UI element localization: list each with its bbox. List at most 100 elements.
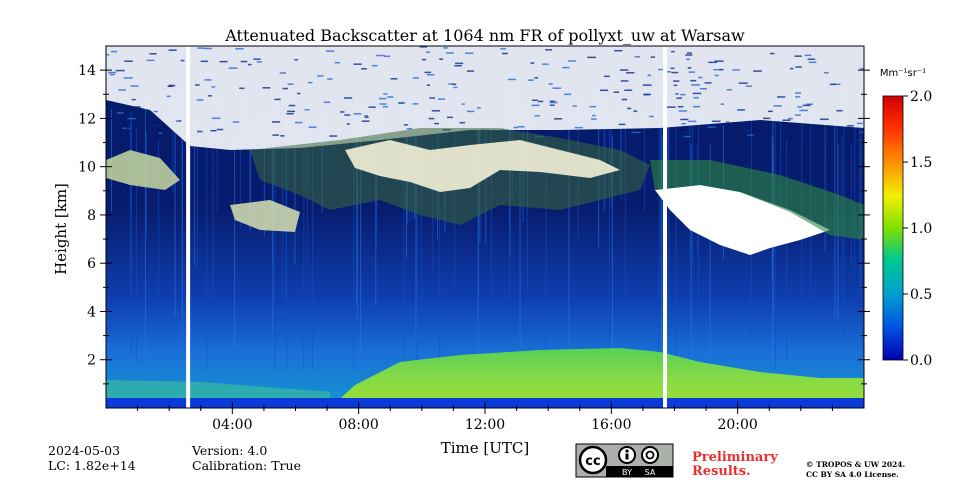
noise-dot bbox=[282, 87, 289, 90]
noise-dot bbox=[549, 104, 555, 107]
noise-dot bbox=[443, 47, 448, 49]
noise-dot bbox=[454, 64, 462, 67]
noise-dot bbox=[562, 66, 570, 69]
noise-dot bbox=[110, 50, 118, 53]
noise-dot bbox=[167, 85, 174, 88]
noise-dot bbox=[125, 127, 129, 130]
noise-dot bbox=[745, 85, 752, 87]
noise-dot bbox=[829, 83, 836, 86]
noise-dot bbox=[287, 110, 296, 113]
noise-dot bbox=[387, 96, 394, 98]
noise-dot bbox=[123, 77, 133, 79]
noise-dot bbox=[745, 129, 752, 132]
noise-dot bbox=[361, 68, 367, 70]
noise-dot bbox=[286, 112, 294, 115]
colorbar-tick-label: 1.5 bbox=[910, 155, 932, 171]
noise-dot bbox=[634, 56, 641, 58]
noise-dot bbox=[464, 52, 474, 54]
noise-dot bbox=[554, 118, 563, 120]
noise-dot bbox=[725, 121, 730, 123]
noise-dot bbox=[621, 98, 628, 101]
noise-dot bbox=[343, 97, 353, 99]
noise-dot bbox=[692, 105, 701, 108]
noise-dot bbox=[762, 117, 771, 120]
noise-dot bbox=[767, 110, 773, 113]
noise-dot bbox=[133, 106, 141, 108]
noise-dot bbox=[789, 67, 794, 70]
noise-dot bbox=[688, 128, 694, 131]
noise-dot bbox=[434, 122, 439, 125]
colorbar-unit-label: Mm⁻¹sr⁻¹ bbox=[880, 68, 926, 79]
noise-dot bbox=[406, 127, 413, 130]
noise-dot bbox=[687, 67, 692, 69]
aerosol-layer-mid bbox=[230, 200, 300, 232]
noise-dot bbox=[647, 74, 651, 77]
noise-dot bbox=[106, 53, 110, 56]
noise-dot bbox=[166, 95, 171, 98]
x-tick-label: 16:00 bbox=[591, 417, 631, 433]
noise-dot bbox=[633, 110, 638, 112]
noise-dot bbox=[279, 72, 287, 74]
noise-dot bbox=[643, 93, 652, 96]
colorbar-tick-label: 1.0 bbox=[910, 221, 932, 237]
noise-dot bbox=[688, 71, 695, 73]
noise-dot bbox=[587, 56, 597, 59]
noise-dot bbox=[375, 54, 385, 57]
noise-dot bbox=[180, 59, 185, 62]
noise-dot bbox=[618, 123, 626, 126]
noise-dot bbox=[649, 115, 654, 118]
copyright-line1: © TROPOS & UW 2024. bbox=[806, 460, 905, 469]
noise-dot bbox=[797, 106, 803, 108]
noise-dot bbox=[412, 77, 420, 79]
noise-dot bbox=[397, 102, 406, 104]
noise-dot bbox=[353, 63, 362, 65]
y-tick-label: 12 bbox=[78, 111, 96, 127]
noise-dot bbox=[613, 91, 620, 93]
noise-dot bbox=[428, 117, 435, 120]
noise-dot bbox=[288, 104, 296, 107]
copyright-line2: CC BY SA 4.0 License. bbox=[806, 470, 899, 479]
noise-dot bbox=[534, 115, 540, 117]
noise-dot bbox=[592, 114, 596, 117]
x-axis-label: Time [UTC] bbox=[441, 439, 530, 457]
noise-dot bbox=[208, 95, 212, 97]
noise-dot bbox=[308, 126, 317, 128]
footer-calibration: Calibration: True bbox=[192, 458, 301, 473]
noise-dot bbox=[344, 114, 351, 116]
noise-dot bbox=[517, 125, 525, 128]
noise-dot bbox=[823, 71, 829, 74]
noise-dot bbox=[534, 77, 539, 79]
noise-dot bbox=[118, 89, 127, 91]
noise-dot bbox=[773, 105, 782, 107]
colorbar-tick-label: 2.0 bbox=[910, 89, 932, 105]
noise-dot bbox=[109, 73, 116, 76]
noise-dot bbox=[383, 55, 391, 58]
noise-dot bbox=[548, 83, 553, 85]
noise-dot bbox=[501, 52, 508, 55]
noise-dot bbox=[455, 62, 464, 65]
noise-dot bbox=[670, 67, 675, 70]
noise-dot bbox=[685, 54, 693, 56]
noise-dot bbox=[476, 107, 481, 109]
noise-dot bbox=[532, 99, 538, 102]
noise-dot bbox=[445, 52, 454, 54]
noise-dot bbox=[782, 119, 791, 121]
noise-dot bbox=[323, 101, 331, 104]
noise-dot bbox=[542, 63, 549, 65]
noise-dot bbox=[753, 70, 762, 72]
noise-dot bbox=[247, 63, 252, 66]
noise-dot bbox=[726, 89, 732, 91]
noise-dot bbox=[619, 69, 629, 71]
x-axis: 04:00 08:00 12:00 16:00 20:00 bbox=[137, 402, 833, 433]
noise-dot bbox=[175, 120, 182, 122]
noise-dot bbox=[531, 104, 540, 107]
noise-dot bbox=[776, 96, 786, 98]
noise-dot bbox=[626, 72, 635, 74]
noise-dot bbox=[168, 84, 176, 87]
noise-dot bbox=[574, 126, 583, 129]
x-tick-label: 04:00 bbox=[212, 417, 252, 433]
noise-dot bbox=[232, 121, 240, 123]
y-tick-label: 4 bbox=[87, 304, 96, 320]
noise-dot bbox=[325, 50, 335, 52]
sa-icon bbox=[641, 446, 659, 464]
